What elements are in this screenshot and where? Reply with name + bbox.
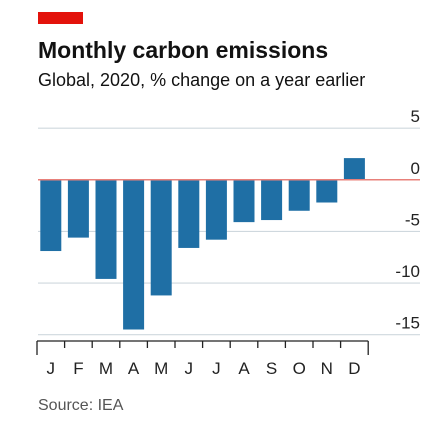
x-tick-label: S xyxy=(266,359,277,378)
bar xyxy=(316,179,338,203)
y-tick-label: -15 xyxy=(395,314,420,333)
x-tick-label: J xyxy=(47,359,56,378)
bar xyxy=(261,179,283,221)
x-tick-label: J xyxy=(212,359,221,378)
bar xyxy=(288,179,310,211)
x-tick-label: M xyxy=(154,359,168,378)
x-tick-label: D xyxy=(348,359,360,378)
x-tick-label: A xyxy=(128,359,140,378)
bar xyxy=(178,179,200,248)
bar xyxy=(67,179,89,238)
bar xyxy=(150,179,172,296)
y-tick-label: 0 xyxy=(411,159,420,178)
x-tick-label: F xyxy=(73,359,83,378)
chart-subtitle: Global, 2020, % change on a year earlier xyxy=(38,70,365,90)
bar xyxy=(95,179,117,279)
y-tick-label: -10 xyxy=(395,262,420,281)
bar xyxy=(233,179,255,223)
x-tick-label: J xyxy=(185,359,194,378)
y-tick-label: -5 xyxy=(405,210,420,229)
x-tick-label: A xyxy=(238,359,250,378)
x-tick-label: M xyxy=(99,359,113,378)
chart-title: Monthly carbon emissions xyxy=(38,37,328,63)
bar xyxy=(123,179,145,330)
bar xyxy=(205,179,227,240)
bar xyxy=(40,179,62,252)
y-tick-label: 5 xyxy=(411,107,420,126)
x-tick-label: N xyxy=(321,359,333,378)
bar xyxy=(343,158,365,180)
brand-tag xyxy=(38,12,83,24)
source: Source: IEA xyxy=(38,397,124,414)
x-tick-label: O xyxy=(293,359,306,378)
